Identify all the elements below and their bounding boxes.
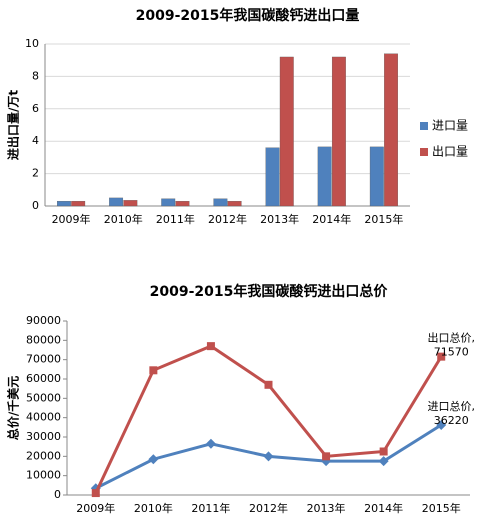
marker (206, 342, 215, 351)
marker (379, 447, 388, 456)
chart-title: 2009-2015年我国碳酸钙进出口总价 (150, 283, 389, 300)
marker (264, 380, 273, 389)
line (94, 344, 443, 494)
marker (378, 456, 389, 467)
y-tick-label: 0 (32, 199, 39, 212)
marker (436, 419, 447, 430)
marker (149, 366, 158, 375)
x-tick-label: 2013年 (260, 212, 299, 226)
data-label: 36220 (434, 414, 469, 427)
legend-label: 进口量 (432, 119, 468, 133)
x-tick-label: 2009年 (52, 212, 91, 226)
y-tick-label: 50000 (26, 391, 61, 404)
y-tick-label: 70000 (26, 353, 61, 366)
x-tick-label: 2011年 (191, 501, 230, 515)
marker (205, 438, 216, 449)
bar (57, 200, 71, 207)
legend-label: 出口量 (432, 145, 468, 159)
x-tick-label: 2012年 (208, 212, 247, 226)
bar (71, 200, 86, 207)
data-label-name: 进口总价, (427, 399, 475, 413)
bar (331, 56, 346, 207)
bar (161, 198, 176, 207)
bar (109, 197, 124, 207)
marker (322, 452, 331, 461)
x-tick-label: 2015年 (364, 212, 403, 226)
data-label: 71570 (434, 346, 469, 359)
y-tick-label: 40000 (26, 411, 61, 424)
data-label-name: 出口总价, (427, 331, 475, 345)
x-tick-label: 2014年 (312, 212, 351, 226)
bar (213, 198, 228, 207)
y-tick-label: 90000 (26, 314, 61, 327)
bar (227, 200, 242, 207)
legend-swatch (420, 122, 428, 130)
y-tick-label: 20000 (26, 449, 61, 462)
y-tick-label: 60000 (26, 372, 61, 385)
bar (317, 146, 332, 207)
y-tick-label: 30000 (26, 430, 61, 443)
y-tick-label: 6 (32, 102, 39, 115)
legend-swatch (420, 148, 428, 156)
bar (369, 146, 384, 207)
x-tick-label: 2010年 (104, 212, 143, 226)
x-tick-label: 2011年 (156, 212, 195, 226)
y-tick-label: 10000 (26, 469, 61, 482)
x-tick-label: 2015年 (422, 501, 461, 515)
y-tick-label: 10 (25, 37, 39, 50)
marker (263, 451, 274, 462)
bar (175, 200, 190, 207)
y-tick-label: 8 (32, 69, 39, 82)
bar (123, 200, 138, 207)
y-tick-label: 2 (32, 167, 39, 180)
x-tick-label: 2013年 (307, 501, 346, 515)
x-tick-label: 2014年 (364, 501, 403, 515)
bar (384, 53, 398, 207)
x-tick-label: 2009年 (76, 501, 115, 515)
y-axis-label: 进出口量/万t (6, 90, 21, 160)
y-tick-label: 0 (54, 488, 61, 501)
x-tick-label: 2010年 (134, 501, 173, 515)
y-tick-label: 4 (32, 134, 39, 147)
marker (91, 489, 100, 498)
marker (148, 454, 159, 465)
marker (437, 352, 446, 361)
y-axis-label: 总价/千美元 (6, 376, 21, 440)
chart-title: 2009-2015年我国碳酸钙进出口量 (136, 7, 360, 24)
bar (279, 56, 294, 207)
x-tick-label: 2012年 (249, 501, 288, 515)
bar (265, 147, 280, 207)
y-tick-label: 80000 (26, 333, 61, 346)
